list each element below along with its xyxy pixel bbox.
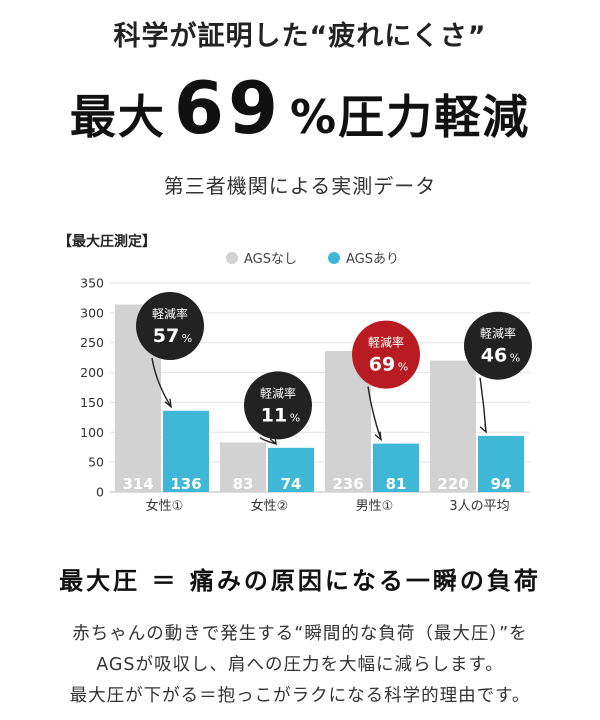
y-tick-label: 0 [96, 485, 104, 500]
reduction-unit: % [290, 411, 300, 424]
y-tick-label: 300 [80, 305, 104, 320]
x-tick-label: 女性② [251, 498, 289, 514]
headline-number: 69 [173, 66, 283, 150]
reduction-unit: % [182, 332, 192, 345]
annotation-arrow [259, 436, 277, 445]
annotation-arrow [367, 386, 382, 440]
bar-chart: 【最大圧測定】 AGSなし AGSあり 0 50 100 150 200 250 300 350 31… [58, 233, 600, 514]
body-line-1: 赤ちゃんの動きで発生する“瞬間的な負荷（最大圧）”を [72, 624, 528, 644]
reduction-label: 軽減率 [260, 385, 296, 400]
y-tick-label: 350 [80, 276, 104, 291]
bar-value-label: 81 [386, 475, 407, 493]
bar-without-ags [220, 442, 266, 492]
legend-swatch-1 [226, 252, 238, 264]
reduction-unit: % [510, 352, 520, 365]
headline: 最大 69 %圧力軽減 [0, 66, 600, 150]
annotation-arrow [479, 377, 487, 432]
headline-prefix: 最大 [69, 90, 166, 144]
reduction-unit: % [398, 361, 408, 374]
body-line-3: 最大圧が下がる＝抱っこがラクになる科学的理由です。 [69, 686, 531, 706]
y-tick-label: 250 [80, 335, 104, 350]
page-subtitle: 科学が証明した“疲れにくさ” [113, 21, 487, 52]
annotation-arrowhead [374, 431, 382, 442]
reduction-value: 11 [261, 404, 287, 426]
bar-with-ags [373, 443, 419, 492]
body-line-2: AGSが吸収し、肩への圧力を大幅に減らします。 [96, 655, 504, 675]
reduction-bubble [352, 320, 420, 389]
x-tick-label: 女性① [146, 498, 184, 514]
annotation-arrow [151, 357, 172, 408]
bar-without-ags [430, 360, 476, 492]
bar-value-label: 314 [122, 475, 153, 493]
reduction-value: 69 [369, 354, 395, 376]
source-note: 第三者機関による実測データ [163, 174, 437, 198]
legend-swatch-2 [328, 252, 340, 264]
annotation-arrowhead [164, 398, 172, 409]
reduction-bubble [464, 311, 532, 380]
bar-value-label: 220 [437, 475, 468, 493]
chart-title: 【最大圧測定】 [58, 233, 156, 250]
y-tick-label: 150 [80, 395, 104, 410]
bar-value-label: 236 [332, 475, 363, 493]
bar-value-label: 74 [281, 475, 302, 493]
plot-edge-mask [530, 278, 600, 497]
reduction-label: 軽減率 [152, 306, 188, 321]
reduction-bubble [244, 371, 312, 440]
bar-value-label: 94 [491, 475, 512, 493]
x-tick-label: 男性① [356, 499, 394, 514]
legend-label-1: AGSなし [244, 252, 297, 267]
headline-suffix: %圧力軽減 [290, 90, 531, 144]
bar-value-label: 136 [170, 475, 201, 493]
y-tick-label: 50 [88, 455, 104, 470]
reduction-label: 軽減率 [480, 326, 516, 341]
reduction-value: 46 [481, 345, 507, 367]
bar-value-label: 83 [233, 475, 254, 493]
bar-with-ags [163, 410, 209, 492]
reduction-value: 57 [153, 325, 179, 347]
y-tick-label: 100 [80, 425, 104, 440]
y-tick-label: 200 [80, 365, 104, 380]
bottom-heading: 最大圧 ＝ 痛みの原因になる一瞬の負荷 [59, 567, 541, 595]
reduction-label: 軽減率 [368, 335, 404, 350]
bar-with-ags [268, 447, 314, 492]
x-tick-label: 3人の平均 [449, 499, 509, 514]
bar-with-ags [478, 435, 524, 492]
annotation-arrowhead [479, 423, 487, 434]
reduction-bubble [136, 291, 204, 360]
legend-label-2: AGSあり [346, 252, 399, 267]
